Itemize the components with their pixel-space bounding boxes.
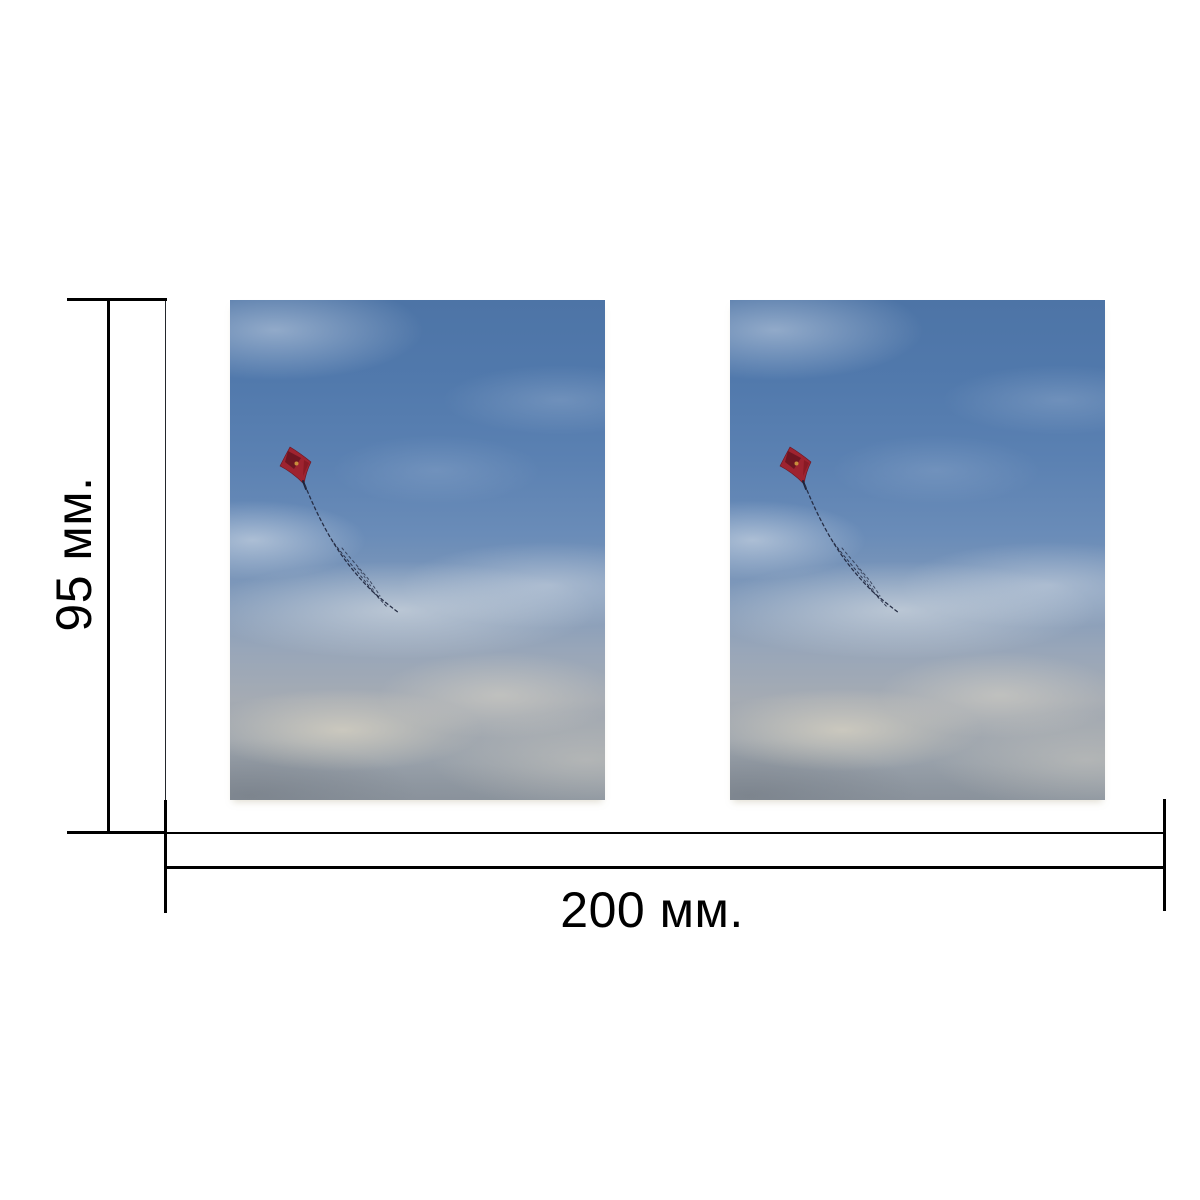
kite-illustration xyxy=(779,446,900,614)
width-dimension-label: 200 мм. xyxy=(560,882,744,938)
height-dimension-line xyxy=(107,299,110,833)
sky-background xyxy=(730,300,1105,800)
kite-tail xyxy=(804,484,900,614)
kite-tail xyxy=(304,484,400,614)
kite-photo-left xyxy=(230,300,605,800)
height-dimension-cap-top xyxy=(67,298,167,301)
extension-line-vertical xyxy=(165,301,166,801)
kite-illustration xyxy=(279,446,400,614)
sky-background xyxy=(230,300,605,800)
width-dimension-cap-right xyxy=(1163,799,1166,911)
kite-body xyxy=(779,446,812,490)
height-dimension-label: 95 мм. xyxy=(46,476,102,632)
extension-line-horizontal xyxy=(167,832,1165,834)
width-dimension-cap-left xyxy=(164,800,167,913)
height-dimension-cap-bottom xyxy=(67,831,167,834)
width-dimension-line xyxy=(166,866,1165,869)
kite-photo-right xyxy=(730,300,1105,800)
kite-body xyxy=(279,446,312,490)
